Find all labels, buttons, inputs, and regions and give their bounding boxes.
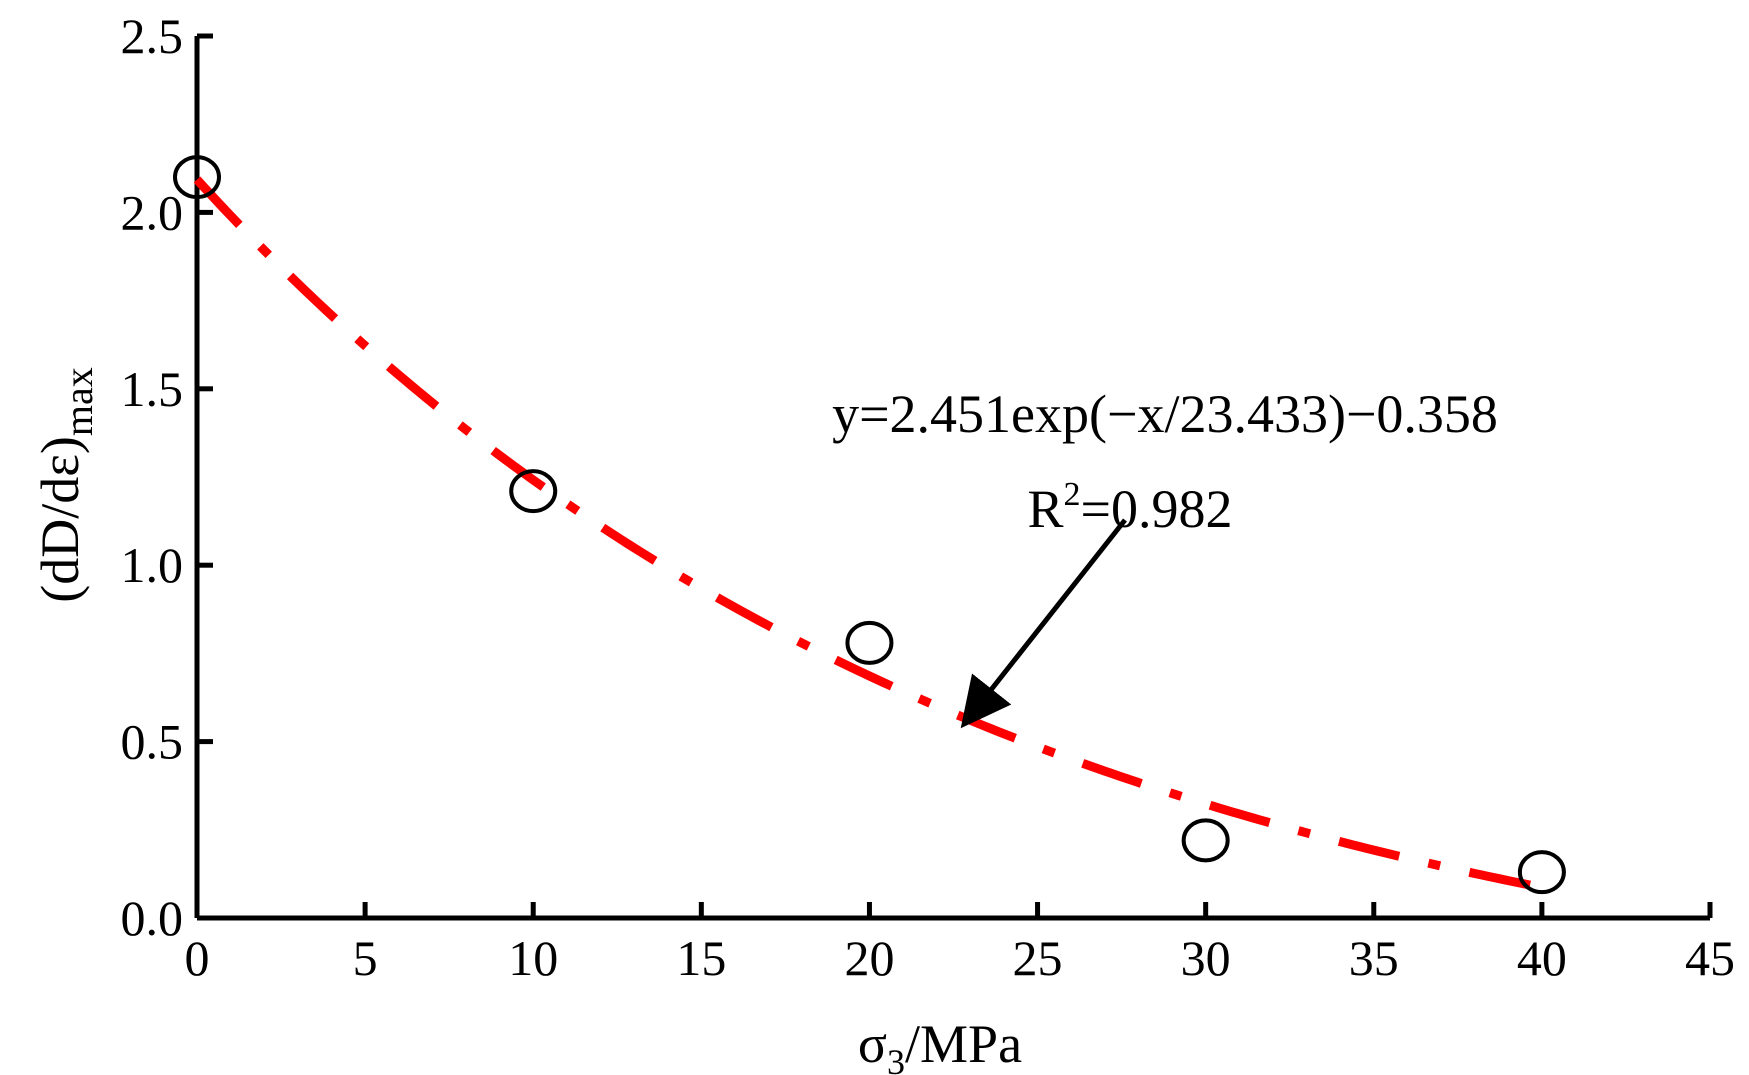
x-axis-title: σ3/MPa (858, 1014, 1022, 1075)
x-tick-label: 30 (1181, 930, 1231, 986)
data-point (1181, 818, 1230, 863)
annotation-arrow (960, 518, 1127, 729)
x-tick-label: 35 (1349, 930, 1399, 986)
data-point (1517, 850, 1566, 895)
data-point (509, 469, 558, 514)
y-tick-label: 1.5 (121, 361, 184, 417)
fit-curve-layer (193, 176, 1543, 892)
y-tick-label: 0.5 (121, 714, 184, 770)
y-tick-label: 2.5 (121, 8, 184, 64)
x-tick-label: 40 (1517, 930, 1567, 986)
x-tick-label: 0 (185, 930, 210, 986)
data-point (845, 620, 894, 665)
x-axis-ticks: 0 5 10 15 20 25 30 35 40 45 (185, 902, 1735, 986)
y-axis-title: (dD/dε)max (30, 367, 101, 603)
data-points-layer (173, 155, 1566, 895)
axes (194, 36, 1710, 921)
r-squared-label: R2=0.982 (1028, 476, 1233, 539)
y-tick-label: 1.0 (121, 537, 184, 593)
data-point (173, 155, 221, 200)
y-axis-ticks: 0.0 0.5 1.0 1.5 2.0 2.5 (121, 8, 213, 946)
x-tick-label: 15 (676, 930, 726, 986)
x-tick-label: 10 (508, 930, 558, 986)
y-tick-label: 2.0 (121, 184, 184, 240)
y-tick-label: 0.0 (121, 890, 184, 946)
fit-curve (193, 176, 1543, 892)
x-tick-label: 45 (1685, 930, 1735, 986)
x-tick-label: 20 (844, 930, 894, 986)
x-tick-label: 5 (353, 930, 378, 986)
x-tick-label: 25 (1013, 930, 1063, 986)
fit-equation-label: y=2.451exp(−x/23.433)−0.358 (832, 384, 1498, 444)
